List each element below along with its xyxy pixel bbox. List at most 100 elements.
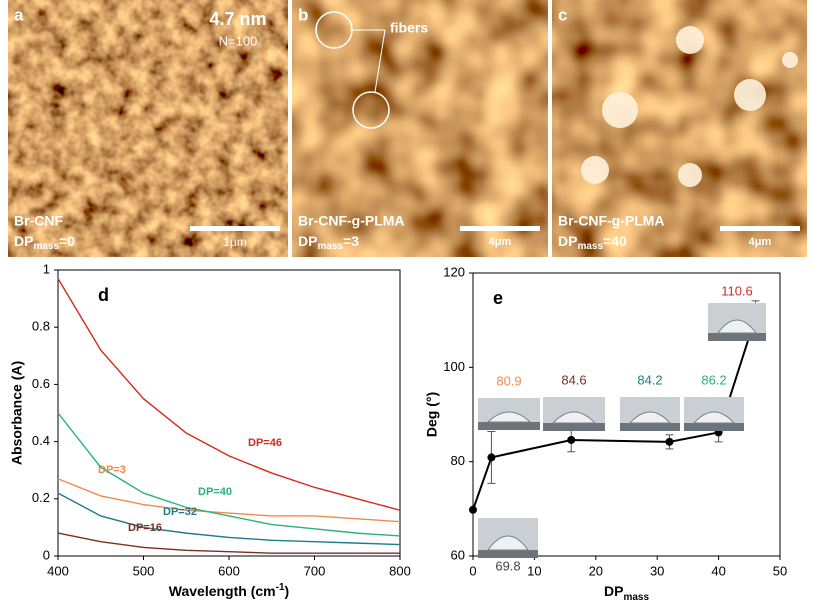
panel-letter: e	[493, 288, 503, 308]
line	[57, 478, 401, 523]
sample-name: Br-CNF-g-PLMA	[298, 213, 405, 229]
particles	[581, 26, 798, 187]
dp-val: =40	[603, 233, 627, 249]
series-label: DP=3	[98, 464, 126, 476]
point	[469, 505, 477, 514]
data-label: 84.6	[561, 372, 586, 387]
plot-frame	[472, 272, 781, 557]
series-label: DP=16	[128, 522, 162, 534]
x-label-end: )	[285, 583, 290, 599]
data-label: 86.2	[701, 372, 726, 387]
x-tick-label: 30	[650, 563, 664, 578]
droplet	[628, 411, 672, 424]
afm-panel-a: a 4.7 nm N=100 Br-CNF DPmass=0 1μm	[8, 0, 288, 257]
dp-val: =0	[59, 233, 75, 249]
y-tick-label: 0	[43, 547, 50, 562]
x-tick-label: 20	[589, 563, 603, 578]
x-tick-label: 40	[711, 563, 725, 578]
dp-sub: mass	[317, 241, 343, 252]
panel-letter: c	[558, 5, 567, 24]
series-label: DP=46	[248, 437, 282, 449]
point	[567, 435, 576, 444]
x-tick-label: 500	[133, 563, 155, 578]
dp: DP	[558, 233, 577, 249]
scale-bar	[720, 226, 800, 231]
scale-label: 1μm	[223, 235, 247, 249]
data-label: 69.8	[495, 558, 520, 573]
y-tick-label: 120	[443, 264, 465, 279]
annotation: fibers	[390, 20, 428, 36]
droplet	[692, 411, 736, 424]
panel-letter: a	[14, 5, 24, 24]
x-label-text: DP	[604, 583, 623, 599]
dp-label: DPmass=40	[558, 233, 627, 252]
highlight-circle	[352, 91, 390, 129]
sample-name: Br-CNF-g-PLMA	[558, 213, 665, 229]
droplet	[717, 319, 757, 334]
y-tick-label: 80	[451, 453, 465, 468]
data-label: 110.6	[721, 283, 753, 298]
x-tick-label: 0	[469, 563, 476, 578]
line	[57, 492, 401, 546]
y-tick-label: 0.2	[32, 490, 50, 505]
pointer	[374, 29, 386, 93]
x-tick-label: 800	[389, 563, 411, 578]
droplet-surface	[708, 333, 766, 341]
afm-panel-b: b fibers Br-CNF-g-PLMA DPmass=3 4μm	[292, 0, 548, 257]
panel-letter: b	[298, 5, 308, 24]
dp-label: DPmass=3	[298, 233, 359, 252]
droplet	[551, 411, 597, 424]
x-tick-label: 10	[527, 563, 541, 578]
x-tick-label: 700	[304, 563, 326, 578]
y-axis-label: Absorbance (A)	[9, 361, 25, 465]
x-label-sup: -1	[276, 582, 285, 593]
y-axis-label: Deg (°)	[424, 392, 440, 437]
line	[57, 278, 401, 511]
data-label: 84.2	[637, 372, 662, 387]
line	[57, 532, 400, 554]
dp-sub: mass	[33, 241, 59, 252]
droplet	[486, 411, 532, 423]
x-axis-label: Wavelength (cm-1)	[169, 582, 289, 599]
dp: DP	[298, 233, 317, 249]
x-tick-label: 50	[773, 563, 787, 578]
droplet-surface	[543, 423, 605, 431]
afm-panel-c: c Br-CNF-g-PLMA DPmass=40 4μm	[552, 0, 807, 257]
series-label: DP=40	[198, 486, 232, 498]
scale-label: 4μm	[749, 236, 772, 248]
data-label: 80.9	[496, 373, 521, 388]
y-tick-label: 0.8	[32, 319, 50, 334]
x-axis-label: DPmass	[604, 583, 649, 603]
chart-e: 60 80 100 120 0 10 20 30 40 50 e Deg (°) DPmass 69.8 8…	[424, 264, 788, 602]
x-label-text: Wavelength (cm	[169, 583, 276, 599]
droplet-surface	[620, 423, 680, 431]
point	[665, 437, 674, 446]
series-label: DP=32	[163, 506, 197, 518]
y-tick-label: 60	[451, 547, 465, 562]
dp-val: =3	[343, 233, 359, 249]
y-tick-label: 0.6	[32, 376, 50, 391]
y-tick-label: 1	[43, 261, 50, 276]
panel-letter: d	[98, 285, 109, 305]
dp-label: DPmass=0	[14, 233, 75, 252]
y-tick-label: 0.4	[32, 433, 50, 448]
point	[487, 453, 496, 462]
dp: DP	[14, 233, 33, 249]
droplet	[487, 535, 529, 551]
scale-label: 4μm	[489, 236, 512, 248]
sample-name: Br-CNF	[14, 213, 63, 229]
scale-bar	[190, 226, 280, 231]
afm-image	[292, 0, 548, 257]
afm-image	[8, 0, 288, 257]
droplet-surface	[684, 423, 744, 431]
scale-bar	[460, 226, 540, 231]
x-tick-label: 400	[47, 563, 69, 578]
dp-sub: mass	[577, 241, 603, 252]
x-tick-label: 600	[218, 563, 240, 578]
x-label-sub: mass	[623, 592, 649, 603]
droplet-surface	[478, 550, 538, 558]
chart-d: 0 0.2 0.4 0.6 0.8 1 400 500 600 700 800 d Absorbance…	[9, 261, 411, 598]
line	[57, 412, 401, 537]
height-label: 4.7 nm	[209, 9, 266, 29]
